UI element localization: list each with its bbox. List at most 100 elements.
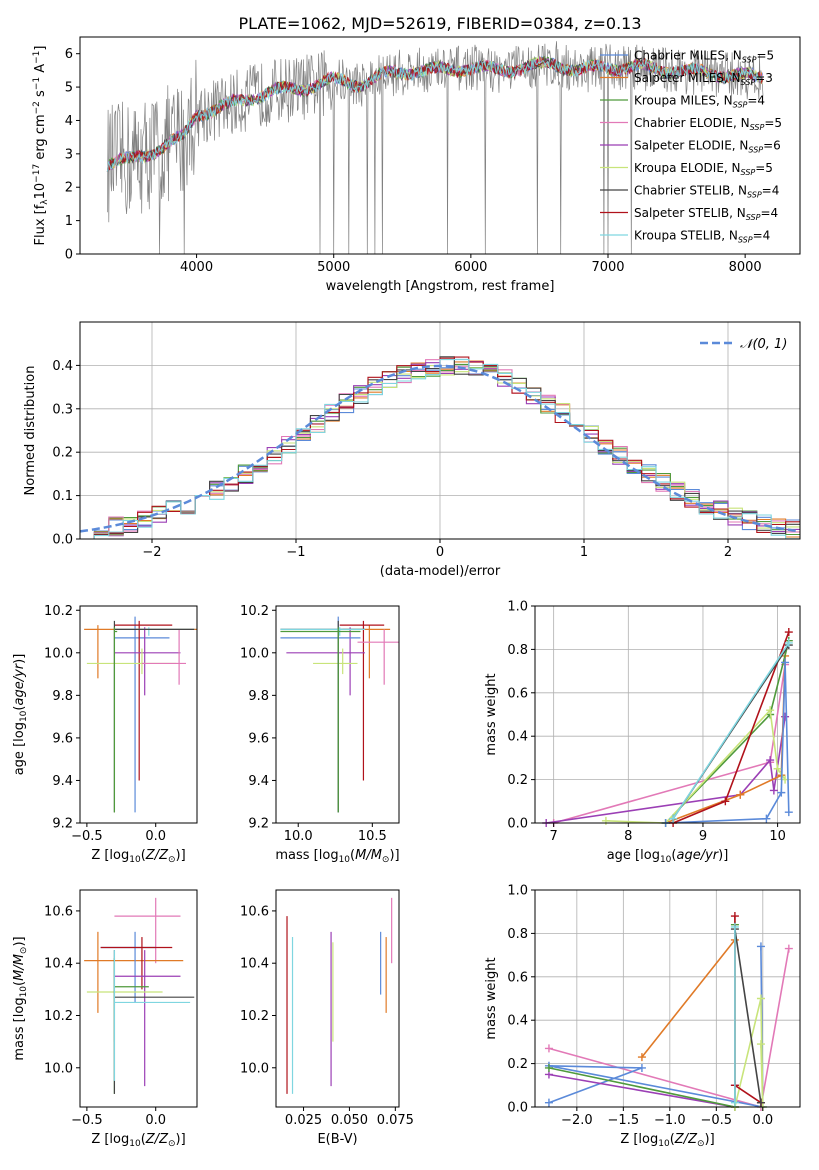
x-axis-label-part: Z [log xyxy=(620,1132,658,1147)
x-axis-label-part: ( xyxy=(671,848,676,863)
x-tick-label: −0.5 xyxy=(71,1113,103,1128)
y-tick-label: 0.4 xyxy=(507,730,528,745)
weight-marker-KroupaELODIE xyxy=(773,764,782,773)
x-axis-label-part: E(B-V) xyxy=(317,1132,357,1147)
legend-label: Chabrier ELODIE, N xyxy=(634,116,750,130)
legend-entry-KroupaELODIE: Kroupa ELODIE, NSSP=5 xyxy=(634,161,773,177)
x-axis-label-part: M/M xyxy=(355,848,382,863)
y-tick-label: 5 xyxy=(65,81,73,96)
legend-entry-ChabrierMILES: Chabrier MILES, NSSP=5 xyxy=(634,49,774,65)
legend-nssp: =3 xyxy=(755,71,773,85)
x-tick-label: 0.075 xyxy=(377,1113,414,1128)
x-axis-label-part: wavelength [Angstrom, rest frame] xyxy=(326,279,555,294)
x-axis-label-part: ( xyxy=(350,848,355,863)
x-axis-label: Z [log10(Z/Z⊙)] xyxy=(91,1132,185,1149)
y-tick-label: 2 xyxy=(65,181,73,196)
weight-marker-SalpeterELODIE xyxy=(766,756,775,765)
y-tick-label: 1.0 xyxy=(507,600,528,615)
weight-marker-ChabrierMILES xyxy=(544,1098,553,1107)
y-axis-label-part: s xyxy=(33,90,48,101)
weight-marker-ChabrierMILES xyxy=(756,942,765,951)
weight-marker-KroupaMILES xyxy=(544,1063,553,1072)
grid-layer xyxy=(80,322,800,1108)
legend-label: Kroupa STELIB, N xyxy=(634,229,738,243)
legend-sub: SSP xyxy=(738,236,753,245)
weight-marker-KroupaSTELIB xyxy=(784,638,793,647)
legend-entry-KroupaMILES: Kroupa MILES, NSSP=4 xyxy=(634,94,765,110)
legend-label: Salpeter MILES, N xyxy=(634,71,741,85)
x-tick-label: 6000 xyxy=(454,260,487,275)
legend-label: Chabrier STELIB, N xyxy=(634,184,747,198)
y-axis-label-part: )] xyxy=(12,936,27,946)
legend-nssp: =4 xyxy=(753,229,771,243)
weight-marker-ChabrierMILES xyxy=(762,814,771,823)
weight-marker-SalpeterMILES xyxy=(736,790,745,799)
y-axis-label-part: −2 xyxy=(32,101,42,114)
x-axis-label-part: )] xyxy=(176,1132,186,1147)
y-tick-label: 9.6 xyxy=(52,731,73,746)
x-tick-label: 7 xyxy=(550,829,558,844)
legend-sub: SSP xyxy=(747,191,762,200)
legend-nssp: =4 xyxy=(762,184,780,198)
weight-marker-SalpeterSTELIB xyxy=(784,628,793,637)
x-axis-label-part: ⊙ xyxy=(697,1139,705,1149)
axes-frame xyxy=(534,889,801,1108)
data-layer xyxy=(79,41,801,1111)
y-axis-label-part: ( xyxy=(12,706,27,711)
y-tick-label: 0.4 xyxy=(52,359,73,374)
legend-label: Kroupa MILES, N xyxy=(634,94,733,108)
y-axis-label-part: λ xyxy=(40,199,50,205)
y-tick-label: 4 xyxy=(65,114,73,129)
y-axis-label: Normed distribution xyxy=(23,366,38,496)
weight-marker-ChabrierELODIE xyxy=(784,944,793,953)
legend-nssp: =4 xyxy=(760,206,778,220)
x-axis-label-part: )] xyxy=(718,848,728,863)
axes-frame xyxy=(275,605,400,824)
legend-entry-ChabrierSTELIB: Chabrier STELIB, NSSP=4 xyxy=(634,184,779,200)
x-axis-label-part: ( xyxy=(141,1132,146,1147)
x-tick-label: 0.0 xyxy=(145,1113,166,1128)
weight-marker-SalpeterSTELIB xyxy=(721,797,730,806)
axes-frame xyxy=(79,889,198,1108)
y-axis-label-part: age [log xyxy=(12,722,27,775)
y-tick-label: 9.8 xyxy=(248,689,269,704)
weight-line-KroupaELODIE xyxy=(734,998,764,1108)
legend-sub: SSP xyxy=(733,101,748,110)
y-tick-label: 0.1 xyxy=(52,489,73,504)
x-axis-label-part: Z [log xyxy=(91,1132,129,1147)
y-tick-label: 10.6 xyxy=(240,904,269,919)
y-axis-label-part: Flux [f xyxy=(33,204,48,245)
axes-frame xyxy=(79,605,198,824)
weight-marker-KroupaSTELIB xyxy=(669,814,678,823)
y-axis-label-part: −1 xyxy=(32,77,42,90)
x-axis-label-part: ⊙ xyxy=(168,855,176,865)
x-axis-label-part: )] xyxy=(176,848,186,863)
y-tick-label: 9.4 xyxy=(52,774,73,789)
x-axis-label: mass [log10(M/M⊙)] xyxy=(275,848,399,865)
x-tick-label: −2 xyxy=(142,545,161,560)
weight-marker-KroupaELODIE xyxy=(601,816,610,825)
y-axis-label: age [log10(age/yr)] xyxy=(12,654,29,776)
y-tick-label: 0.8 xyxy=(507,643,528,658)
x-axis-label-part: age/yr xyxy=(676,848,719,863)
legend-entry-normal: 𝒩(0, 1) xyxy=(740,337,787,352)
weight-marker-KroupaELODIE xyxy=(756,1040,765,1049)
x-axis-label: wavelength [Angstrom, rest frame] xyxy=(326,279,555,294)
axes-frame xyxy=(534,605,801,824)
x-tick-label: 8 xyxy=(624,829,632,844)
weight-line-ChabrierELODIE xyxy=(553,664,786,824)
y-tick-label: 10.2 xyxy=(240,1009,269,1024)
y-tick-label: 1.0 xyxy=(507,884,528,899)
weight-line-KroupaSTELIB xyxy=(672,642,790,820)
y-tick-label: 10.2 xyxy=(44,1009,73,1024)
weight-line-ChabrierELODIE xyxy=(548,948,790,1109)
y-axis-label-part: −17 xyxy=(32,164,42,183)
legend-sub: SSP xyxy=(746,213,761,222)
x-axis-label: E(B-V) xyxy=(317,1132,357,1147)
y-axis-label-part: 10 xyxy=(19,710,29,722)
weight-marker-ChabrierMILES xyxy=(781,658,790,667)
legend-nssp: =5 xyxy=(764,116,782,130)
weight-line-ChabrierSTELIB xyxy=(734,928,762,1103)
x-axis-label-part: Z/Z xyxy=(145,848,169,863)
weight-marker-KroupaSTELIB xyxy=(730,1098,739,1107)
